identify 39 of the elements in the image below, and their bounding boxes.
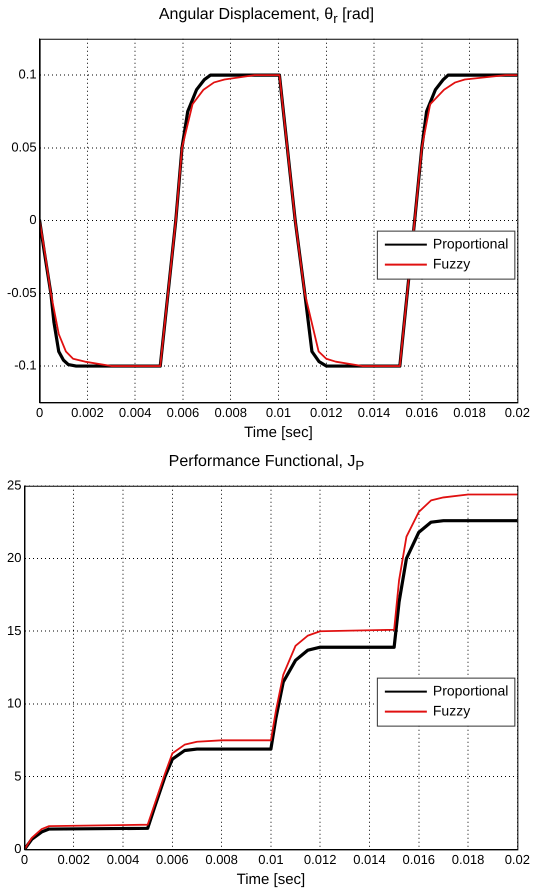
x-tick-label: 0.016 [402,852,436,867]
x-tick-label: 0.008 [214,404,247,420]
x-tick-label: 0.018 [452,852,484,867]
x-tick-label: 0.002 [71,404,104,420]
x-tick-label: 0.002 [57,852,90,867]
y-tick-label: 0.1 [18,66,37,82]
x-tick-label: 0.006 [156,852,189,867]
x-tick-label: 0.018 [453,404,486,420]
x-tick-label: 0.014 [358,404,390,420]
x-tick-label: 0.012 [310,404,343,420]
x-tick-label: 0.004 [106,852,140,867]
x-axis-title: Time [sec] [244,424,313,442]
x-tick-label: 0.01 [266,404,292,420]
x-tick-label: 0.01 [258,852,284,867]
x-tick-label: 0.006 [166,404,200,420]
chart-title: Performance Functional, J$_{P}$ [168,452,366,475]
y-tick-label: 0.05 [11,139,37,154]
x-tick-label: 0.004 [118,404,152,420]
y-tick-label: 15 [6,622,22,638]
chart-title: Angular Displacement, θ$_{r}$ [rad] [158,5,376,28]
x-tick-label: 0.008 [205,852,238,867]
x-tick-label: 0.012 [304,852,336,867]
y-tick-label: 5 [14,768,22,784]
y-tick-label: 10 [6,696,22,711]
x-tick-label: 0.016 [406,404,438,420]
y-tick-label: 0 [14,840,22,856]
y-tick-label: 0 [29,212,37,228]
x-axis-title: Time [sec] [236,871,306,888]
x-tick-label: 0.014 [353,852,386,867]
y-tick-label: -0.1 [14,358,37,373]
legend-label: Fuzzy [432,702,470,718]
y-tick-label: 20 [6,550,22,566]
legend-label: Fuzzy [432,255,470,272]
y-tick-label: -0.05 [6,284,37,300]
y-tick-label: 25 [6,477,22,492]
legend-label: Proportional [432,235,508,252]
legend-label: Proportional [432,682,508,698]
x-tick-label: 0.02 [504,404,530,420]
x-tick-label: 0.02 [504,852,530,867]
